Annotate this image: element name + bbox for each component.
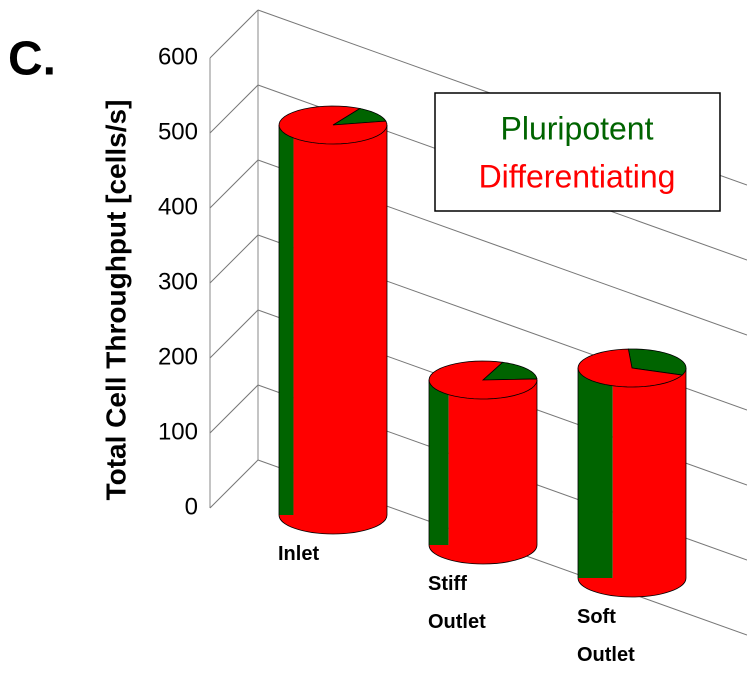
- y-tick-label: 600: [158, 43, 198, 70]
- cylinder-top: [278, 105, 388, 145]
- x-tick-label: Inlet: [278, 543, 319, 565]
- legend-label: Pluripotent: [501, 110, 654, 146]
- grid-line: [209, 384, 259, 434]
- x-tick-label: Soft Outlet: [577, 606, 635, 666]
- legend-label: Differentiating: [479, 158, 676, 194]
- grid-line: [209, 84, 259, 134]
- y-tick-label: 400: [158, 193, 198, 220]
- cylinder-top: [332, 108, 387, 126]
- legend-box: [434, 92, 721, 212]
- y-tick-label: 0: [185, 493, 198, 520]
- grid-line: [209, 9, 259, 59]
- x-tick-label: Stiff Outlet: [428, 573, 486, 633]
- cylinder-base: [577, 577, 687, 598]
- grid-line: [209, 309, 259, 359]
- cylinder-top: [428, 360, 538, 400]
- cylinder-body: [578, 368, 613, 578]
- cylinder-top: [627, 348, 687, 376]
- grid-line: [209, 459, 259, 509]
- y-axis-title: Total Cell Throughput [cells/s]: [100, 100, 131, 501]
- cylinder-top: [481, 361, 538, 381]
- grid-line: [209, 234, 259, 284]
- cylinder-base: [428, 544, 538, 565]
- y-tick-label: 500: [158, 118, 198, 145]
- y-tick-label: 200: [158, 343, 198, 370]
- panel-label: C.: [8, 33, 56, 86]
- cylinder-top: [577, 348, 684, 388]
- grid-line: [209, 159, 259, 209]
- cylinder-body: [293, 125, 387, 515]
- cylinder-body: [429, 380, 449, 545]
- cylinder-body: [448, 380, 537, 545]
- cylinder-base: [278, 514, 388, 535]
- y-tick-label: 300: [158, 268, 198, 295]
- cylinder-body: [612, 368, 686, 578]
- y-tick-label: 100: [158, 418, 198, 445]
- cylinder-body: [279, 125, 294, 515]
